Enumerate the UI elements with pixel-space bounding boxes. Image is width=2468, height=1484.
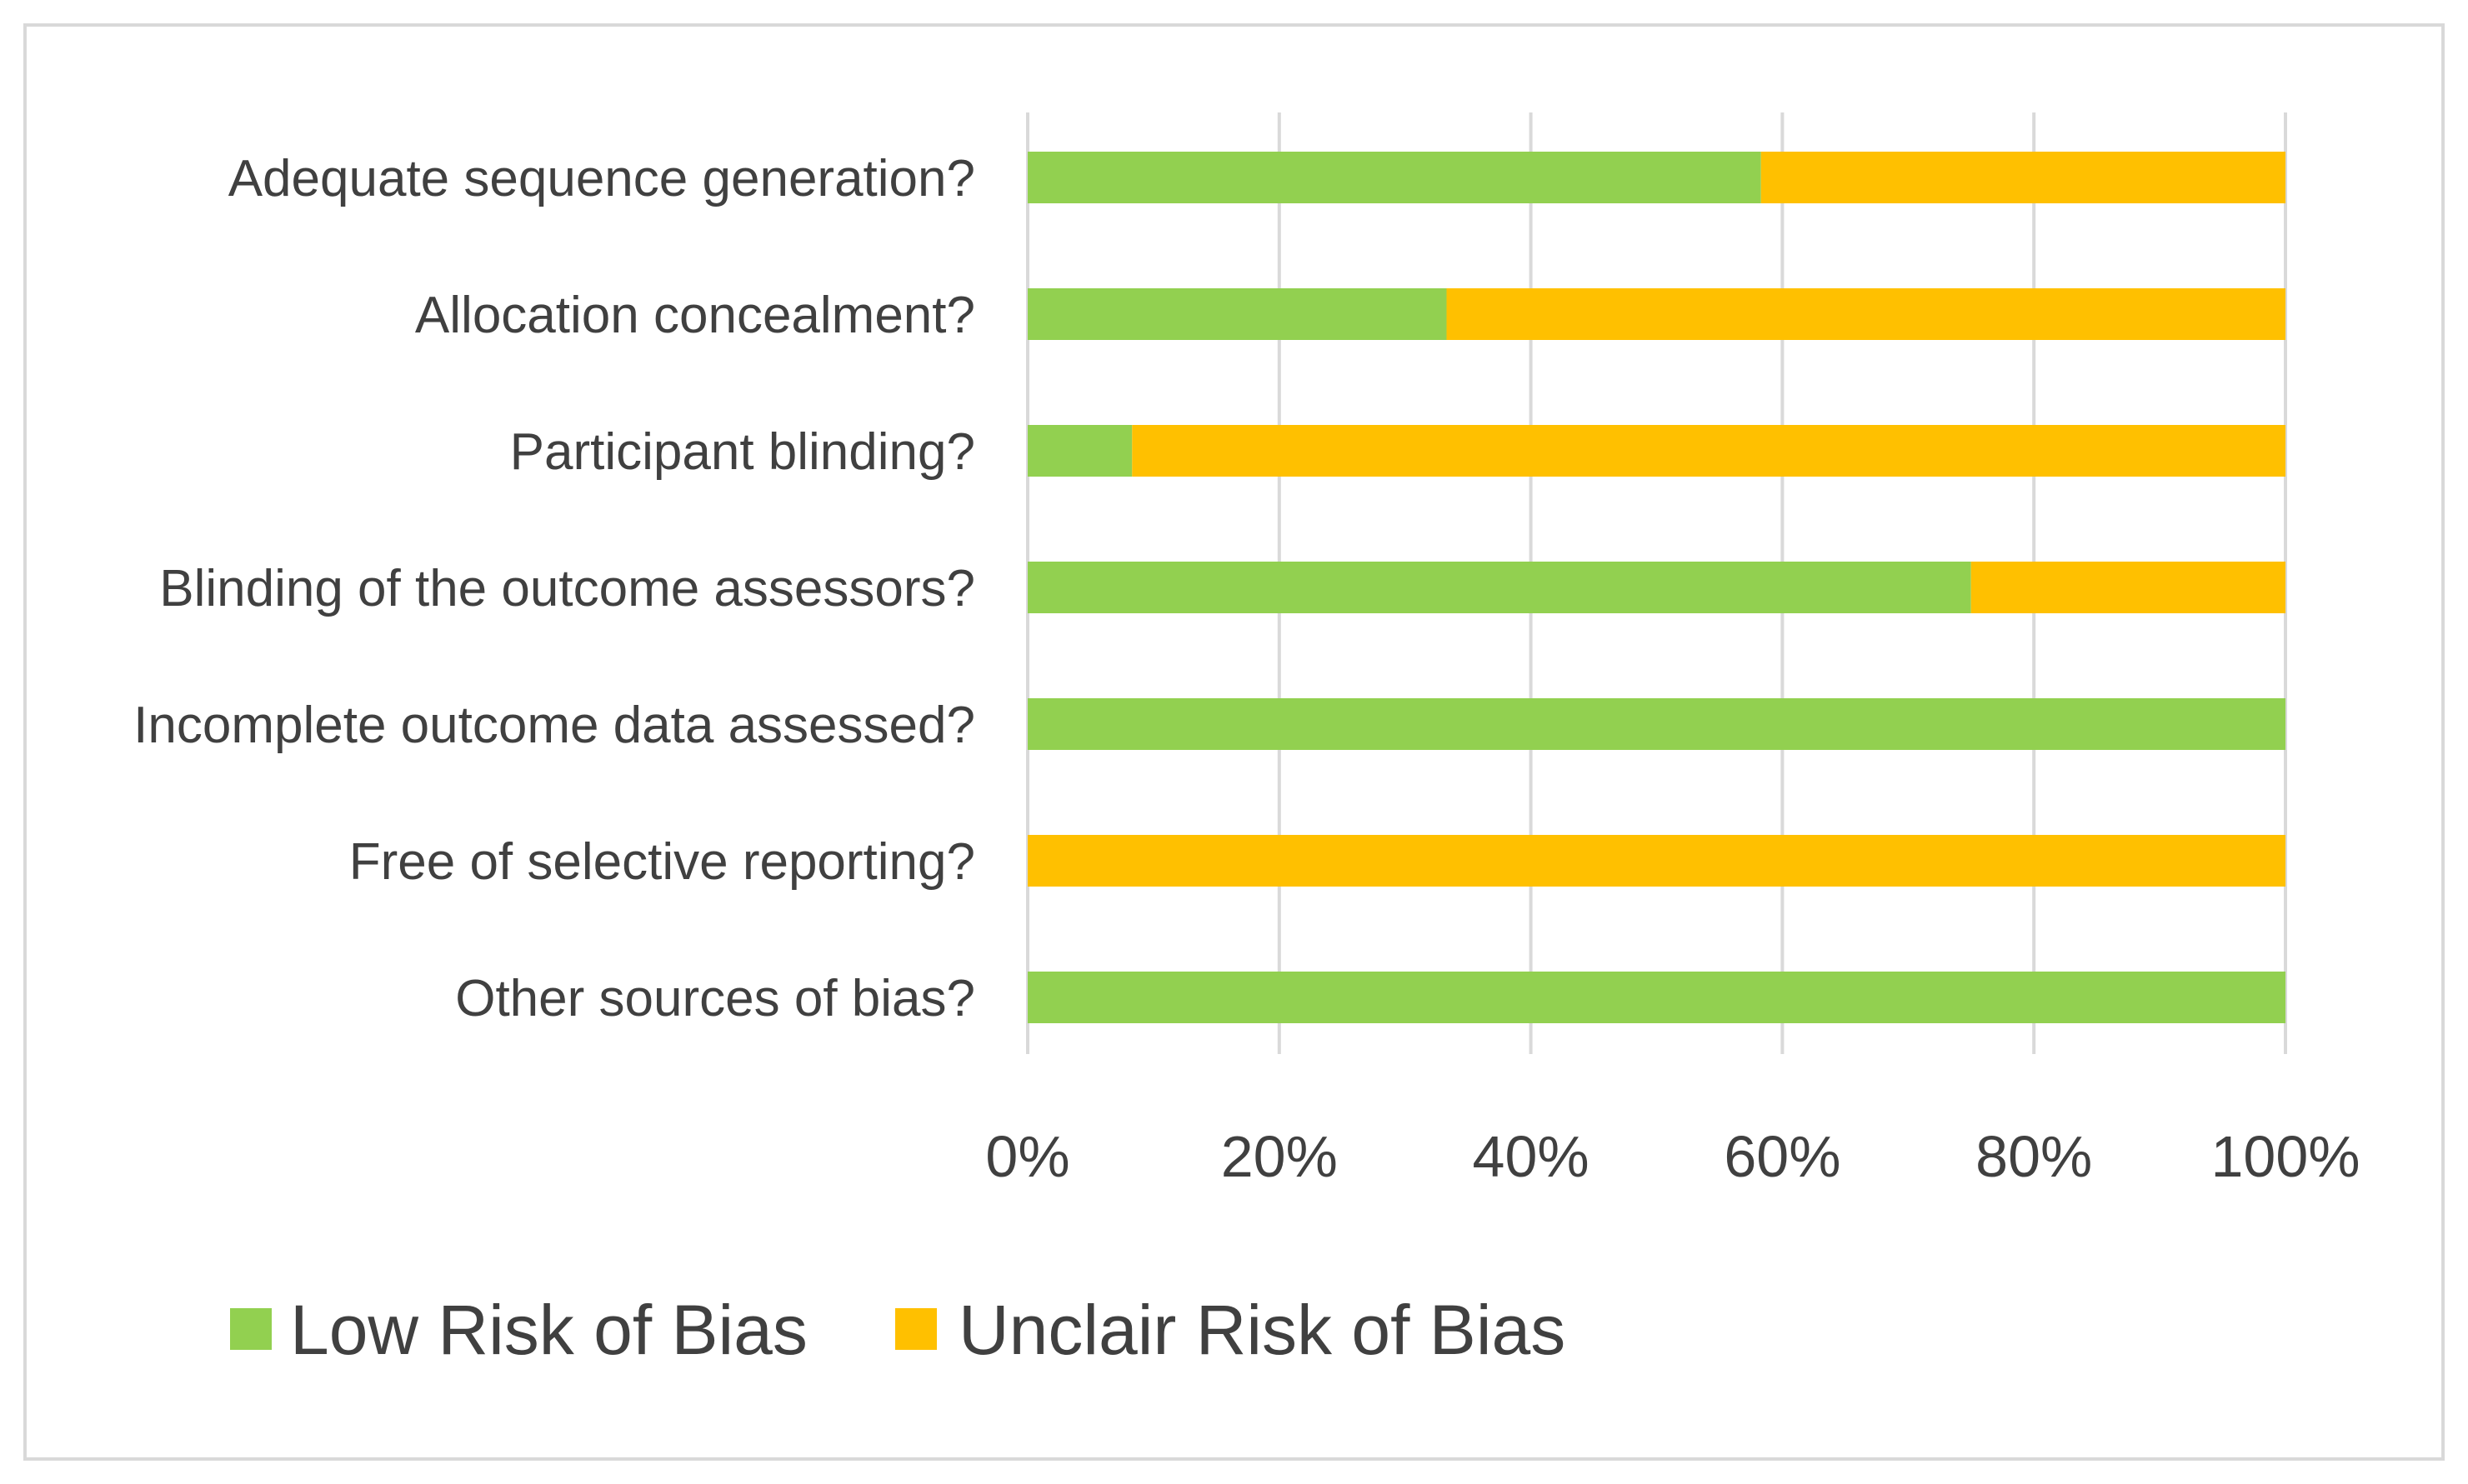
x-tick-label-4: 80% <box>1975 1124 2092 1189</box>
category-label-0: Adequate sequence generation? <box>228 150 975 207</box>
bar-unclear-risk-2 <box>1132 425 2285 477</box>
bar-low-risk-6 <box>1028 972 2285 1023</box>
x-tick-label-1: 20% <box>1221 1124 1338 1189</box>
bar-unclear-risk-1 <box>1446 288 2285 340</box>
legend-label-low-risk: Low Risk of Bias <box>290 1291 808 1369</box>
legend-swatch-low-risk <box>230 1308 272 1350</box>
bar-low-risk-4 <box>1028 698 2285 750</box>
category-label-1: Allocation concealment? <box>415 287 975 344</box>
bar-unclear-risk-0 <box>1760 152 2285 203</box>
x-tick-label-0: 0% <box>985 1124 1069 1189</box>
category-label-4: Incomplete outcome data assessed? <box>133 697 975 754</box>
category-label-5: Free of selective reporting? <box>349 833 975 891</box>
category-label-2: Participant blinding? <box>510 423 975 481</box>
legend-swatch-unclear-risk <box>895 1308 937 1350</box>
x-tick-label-5: 100% <box>2210 1124 2360 1189</box>
x-tick-label-2: 40% <box>1473 1124 1589 1189</box>
x-tick-label-3: 60% <box>1724 1124 1840 1189</box>
bar-unclear-risk-5 <box>1028 835 2285 887</box>
bars <box>1028 152 2285 1023</box>
x-axis-tick-labels: 0% 20% 40% 60% 80% 100% <box>985 1124 2360 1189</box>
bar-low-risk-3 <box>1028 562 1971 613</box>
legend: Low Risk of Bias Unclair Risk of Bias <box>230 1291 1565 1369</box>
bar-low-risk-2 <box>1028 425 1133 477</box>
category-label-3: Blinding of the outcome assessors? <box>159 560 975 617</box>
legend-label-unclear-risk: Unclair Risk of Bias <box>959 1291 1565 1369</box>
category-labels: Adequate sequence generation? Allocation … <box>133 150 975 1027</box>
bar-low-risk-1 <box>1028 288 1447 340</box>
category-label-6: Other sources of bias? <box>455 970 975 1027</box>
bar-low-risk-0 <box>1028 152 1761 203</box>
bar-unclear-risk-3 <box>1970 562 2285 613</box>
